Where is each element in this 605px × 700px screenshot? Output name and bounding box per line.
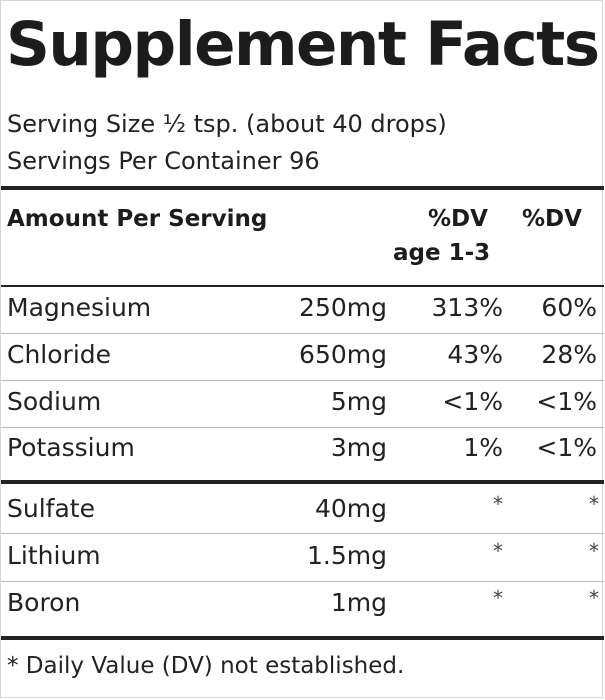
nutrient-dv: 28% xyxy=(541,340,597,369)
nutrient-dv-age: 43% xyxy=(447,340,503,369)
nutrient-name: Magnesium xyxy=(7,293,152,322)
nutrient-amount: 250mg xyxy=(299,293,387,322)
servings-per-container: Servings Per Container 96 xyxy=(7,147,320,175)
ingredient-dv: * xyxy=(589,586,599,610)
nutrient-dv-age: <1% xyxy=(442,387,503,416)
dv-header: %DV xyxy=(522,206,582,232)
nutrient-amount: 3mg xyxy=(330,433,387,462)
thick-rule-middle xyxy=(1,480,604,484)
ingredient-dv-age: * xyxy=(493,492,503,516)
nutrient-dv: 60% xyxy=(541,293,597,322)
amount-per-serving-header: Amount Per Serving xyxy=(7,206,268,232)
nutrient-name: Sodium xyxy=(7,387,102,416)
ingredient-name: Boron xyxy=(7,588,81,617)
panel-title: Supplement Facts xyxy=(6,9,600,80)
rule-under-header xyxy=(1,285,604,287)
ingredient-dv-age: * xyxy=(493,539,503,563)
nutrient-amount: 650mg xyxy=(299,340,387,369)
ingredient-dv: * xyxy=(589,492,599,516)
nutrient-amount: 5mg xyxy=(330,387,387,416)
row-divider xyxy=(1,427,604,428)
nutrient-dv: <1% xyxy=(536,387,597,416)
dv-age-header-line2: age 1-3 xyxy=(393,240,491,266)
row-divider xyxy=(1,380,604,381)
ingredient-name: Sulfate xyxy=(7,494,95,523)
nutrient-name: Chloride xyxy=(7,340,112,369)
row-divider xyxy=(1,581,604,582)
thick-rule-bottom xyxy=(1,636,604,640)
footnote: * Daily Value (DV) not established. xyxy=(7,653,405,679)
nutrient-dv-age: 1% xyxy=(463,433,503,462)
thick-rule-top xyxy=(1,186,604,190)
ingredient-name: Lithium xyxy=(7,541,101,570)
ingredient-amount: 1mg xyxy=(330,588,387,617)
ingredient-amount: 40mg xyxy=(314,494,387,523)
serving-size: Serving Size ½ tsp. (about 40 drops) xyxy=(7,110,447,138)
nutrient-name: Potassium xyxy=(7,433,135,462)
dv-age-header-line1: %DV xyxy=(428,206,488,232)
nutrient-dv: <1% xyxy=(536,433,597,462)
ingredient-dv: * xyxy=(589,539,599,563)
ingredient-dv-age: * xyxy=(493,586,503,610)
ingredient-amount: 1.5mg xyxy=(307,541,387,570)
row-divider xyxy=(1,533,604,534)
row-divider xyxy=(1,333,604,334)
nutrient-dv-age: 313% xyxy=(431,293,503,322)
